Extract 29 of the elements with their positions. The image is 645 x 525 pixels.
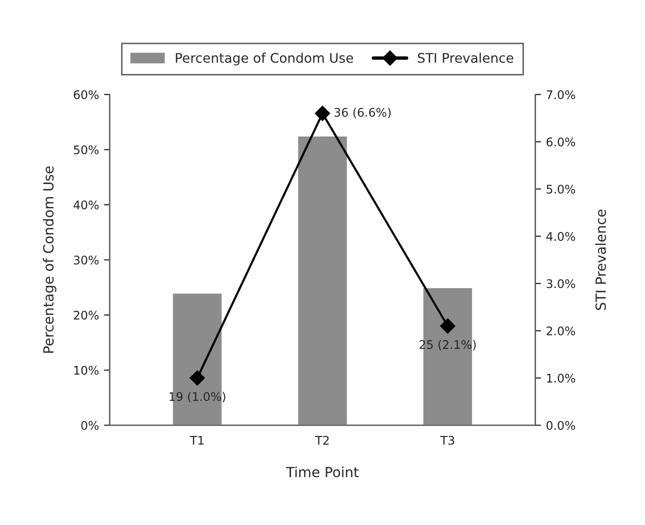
x-axis-title: Time Point [286,466,359,478]
y2-tick-label: 3.0% [546,279,576,288]
point [440,318,456,334]
y-tick-label: 20% [74,310,99,320]
y2-tick-label: 1.0% [547,374,576,383]
y-tick-label: 60% [74,90,99,100]
y2-tick-label: 4.0% [546,232,576,241]
y-tick-label: 30% [74,256,99,265]
legend-label: STI Prevalence [418,52,514,63]
x-tick-label: T1 [190,436,204,445]
y-tick-label: 40% [74,200,99,210]
y2-tick-label: 6.0% [546,137,576,146]
y2-axis-title: STI Prevalence [595,210,606,310]
y2-tick-label: 5.0% [546,184,576,194]
bar [296,135,348,426]
legend-label: Percentage of Condom Use [176,52,353,66]
y-tick-label: 50% [74,145,99,154]
x-tick-label: T2 [315,436,329,445]
bar [172,292,224,426]
y-tick-label: 0% [81,420,99,430]
x-tick-label: T3 [440,436,454,445]
y2-tick-label: 7.0% [546,90,576,100]
y2-tick-label: 2.0% [546,326,576,336]
y-tick-label: 10% [74,366,99,375]
data-label: 36 (6.6%) [334,108,391,118]
point [190,370,205,386]
y2-tick-label: 0.0% [546,420,576,430]
point [314,106,330,121]
y-axis-title: Percentage of Condom Use [42,166,56,353]
